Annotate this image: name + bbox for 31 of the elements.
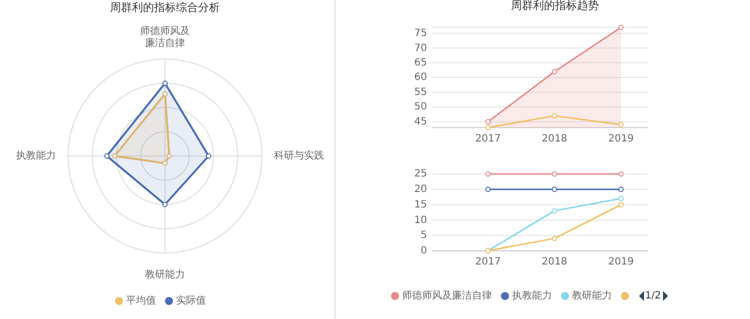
legend-label: 师德师风及廉洁自律 bbox=[402, 290, 492, 302]
spoke-label: 教研能力 bbox=[145, 268, 185, 281]
x-tick-label: 2017 bbox=[475, 133, 501, 144]
y-tick-label: 25 bbox=[414, 168, 427, 180]
y-tick-label: 70 bbox=[414, 42, 427, 54]
chart-title: 周群利的指标趋势 bbox=[511, 0, 599, 12]
spoke-label: 执教能力 bbox=[16, 150, 56, 162]
y-tick-label: 45 bbox=[414, 116, 427, 128]
text: 1/2 bbox=[644, 290, 662, 302]
spoke-label: 科研与实践 bbox=[274, 150, 324, 162]
chart-title: 周群利的指标综合分析 bbox=[110, 1, 220, 14]
legend-label: 实际值 bbox=[176, 294, 206, 307]
y-tick-label: 10 bbox=[414, 214, 427, 226]
y-tick-label: 50 bbox=[414, 102, 427, 113]
x-tick-label: 2018 bbox=[542, 133, 568, 144]
x-tick-label: 2017 bbox=[475, 256, 501, 268]
legend-label: 平均值 bbox=[126, 294, 156, 307]
y-tick-label: 5 bbox=[420, 230, 427, 242]
x-tick-label: 2018 bbox=[542, 256, 568, 268]
x-tick-label: 2019 bbox=[608, 133, 634, 144]
y-tick-label: 0 bbox=[420, 245, 427, 256]
y-tick-label: 60 bbox=[414, 72, 427, 84]
spoke-label: 师德师风及廉洁自律 bbox=[140, 26, 190, 49]
y-tick-label: 15 bbox=[414, 199, 427, 210]
x-tick-label: 2019 bbox=[608, 256, 634, 268]
y-tick-label: 55 bbox=[414, 86, 427, 98]
legend-label: 执教能力 bbox=[512, 290, 552, 302]
y-tick-label: 75 bbox=[414, 28, 427, 40]
legend-label: 教研能力 bbox=[572, 290, 612, 302]
y-tick-label: 65 bbox=[414, 58, 427, 68]
y-tick-label: 20 bbox=[414, 184, 427, 196]
